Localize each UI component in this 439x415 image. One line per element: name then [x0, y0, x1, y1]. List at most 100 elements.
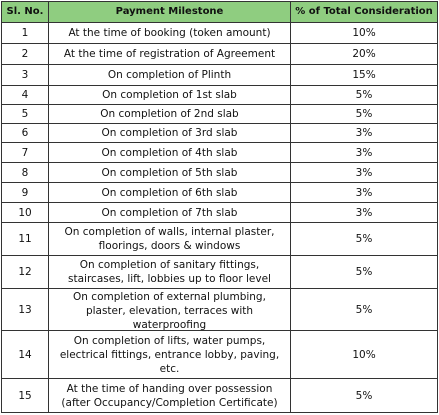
- table-row: 10 On completion of 7th slab 3%: [1, 202, 438, 223]
- cell-text: 15: [18, 389, 32, 402]
- cell-text: 5%: [355, 266, 373, 278]
- table-cell: On completion of walls, internal plaster…: [48, 222, 291, 256]
- table-cell: 3%: [290, 182, 438, 203]
- table-row: 8 On completion of 5th slab 3%: [1, 162, 438, 183]
- table-cell: 15: [1, 378, 49, 413]
- cell-text: 3: [21, 69, 29, 81]
- cell-text: At the time of registration of Agreement: [63, 48, 276, 60]
- table-cell: 5%: [290, 255, 438, 289]
- table-cell: At the time of booking (token amount): [48, 22, 291, 44]
- cell-text: 13: [18, 303, 32, 316]
- cell-text: 3%: [355, 166, 373, 179]
- header-row: Sl. No. Payment Milestone% of Total Consi…: [1, 1, 438, 23]
- cell-text: 3%: [355, 206, 373, 219]
- cell-text: 5%: [355, 89, 373, 101]
- table-cell: 10: [1, 202, 49, 223]
- cell-text: 10: [18, 206, 32, 219]
- table-cell: 13: [1, 288, 49, 331]
- cell-text: At the time of booking (token amount): [68, 27, 271, 39]
- table-row: 7 On completion of 4th slab 3%: [1, 142, 438, 163]
- table-cell: 3: [1, 64, 49, 86]
- table-cell: On completion of 3rd slab: [48, 123, 291, 143]
- cell-text: 6: [21, 127, 29, 139]
- table-cell: On completion of Plinth: [48, 64, 291, 86]
- cell-text: On completion of 2nd slab: [100, 108, 239, 120]
- table-cell: 8: [1, 162, 49, 183]
- table-cell: 4: [1, 85, 49, 105]
- table-row: 4 On completion of 1st slab 5%: [1, 85, 438, 105]
- cell-text: At the time of handing over possession (…: [61, 382, 278, 409]
- table-cell: 10%: [290, 330, 438, 379]
- table-row: 5 On completion of 2nd slab 5%: [1, 104, 438, 124]
- cell-text: On completion of 3rd slab: [101, 127, 238, 139]
- header-cell: Sl. No.: [1, 1, 49, 23]
- cell-text: On completion of 4th slab: [101, 146, 238, 159]
- table-row: 14 On completion of lifts, water pumps, e…: [1, 330, 438, 379]
- table-cell: 11: [1, 222, 49, 256]
- header-cell: % of Total Consideration: [290, 1, 438, 23]
- table-row: 2 At the time of registration of Agreemen…: [1, 43, 438, 65]
- cell-text: On completion of sanitary fittings, stai…: [68, 259, 271, 285]
- table-cell: 5%: [290, 104, 438, 124]
- table-row: 15 At the time of handing over possession…: [1, 378, 438, 413]
- table-row: 3 On completion of Plinth 15%: [1, 64, 438, 86]
- cell-text: On completion of 7th slab: [101, 206, 238, 219]
- table-cell: 12: [1, 255, 49, 289]
- cell-text: On completion of lifts, water pumps, ele…: [59, 334, 280, 375]
- cell-text: 14: [18, 348, 32, 361]
- cell-text: 4: [21, 89, 29, 101]
- table-cell: At the time of handing over possession (…: [48, 378, 291, 413]
- cell-text: On completion of walls, internal plaster…: [64, 226, 275, 252]
- cell-text: 12: [18, 266, 32, 278]
- cell-text: 10%: [352, 27, 376, 39]
- cell-text: 5%: [355, 389, 373, 402]
- cell-text: 3%: [355, 146, 373, 159]
- table-row: 11 On completion of walls, internal plast…: [1, 222, 438, 256]
- table-cell: 5: [1, 104, 49, 124]
- table-cell: On completion of external plumbing, plas…: [48, 288, 291, 331]
- cell-text: 15%: [352, 69, 376, 81]
- table-cell: 3%: [290, 162, 438, 183]
- table-row: 1 At the time of booking (token amount) 10…: [1, 22, 438, 44]
- cell-text: 9: [21, 186, 29, 199]
- table-cell: 3%: [290, 142, 438, 163]
- table-cell: On completion of 2nd slab: [48, 104, 291, 124]
- table-cell: 5%: [290, 378, 438, 413]
- table-cell: 5%: [290, 288, 438, 331]
- table-cell: 5%: [290, 85, 438, 105]
- cell-text: 2: [21, 48, 29, 60]
- table-cell: 1: [1, 22, 49, 44]
- cell-text: 7: [21, 146, 29, 159]
- cell-text: 5%: [355, 303, 373, 316]
- cell-text: 11: [18, 233, 32, 245]
- table-cell: On completion of 1st slab: [48, 85, 291, 105]
- table-cell: 2: [1, 43, 49, 65]
- table-cell: 20%: [290, 43, 438, 65]
- cell-text: 1: [21, 27, 29, 39]
- table-cell: 3%: [290, 202, 438, 223]
- table-row: 9 On completion of 6th slab 3%: [1, 182, 438, 203]
- table-cell: On completion of 4th slab: [48, 142, 291, 163]
- table-cell: 10%: [290, 22, 438, 44]
- cell-text: 5%: [355, 233, 373, 245]
- table-row: 12 On completion of sanitary fittings, st…: [1, 255, 438, 289]
- table-cell: On completion of lifts, water pumps, ele…: [48, 330, 291, 379]
- table-cell: On completion of 5th slab: [48, 162, 291, 183]
- header-cell: Payment Milestone: [48, 1, 291, 23]
- table-cell: 7: [1, 142, 49, 163]
- table-row: 13 On completion of external plumbing, pl…: [1, 288, 438, 331]
- cell-text: On completion of 1st slab: [102, 89, 237, 101]
- cell-text: On completion of external plumbing, plas…: [73, 290, 266, 330]
- cell-text: On completion of 6th slab: [101, 186, 238, 199]
- cell-text: 5: [21, 108, 29, 120]
- cell-text: On completion of Plinth: [107, 69, 232, 81]
- table-cell: On completion of 7th slab: [48, 202, 291, 223]
- table-cell: 15%: [290, 64, 438, 86]
- table-cell: 3%: [290, 123, 438, 143]
- cell-text: 5%: [355, 108, 373, 120]
- table-cell: On completion of 6th slab: [48, 182, 291, 203]
- cell-text: 3%: [355, 127, 373, 139]
- table-row: 6 On completion of 3rd slab 3%: [1, 123, 438, 143]
